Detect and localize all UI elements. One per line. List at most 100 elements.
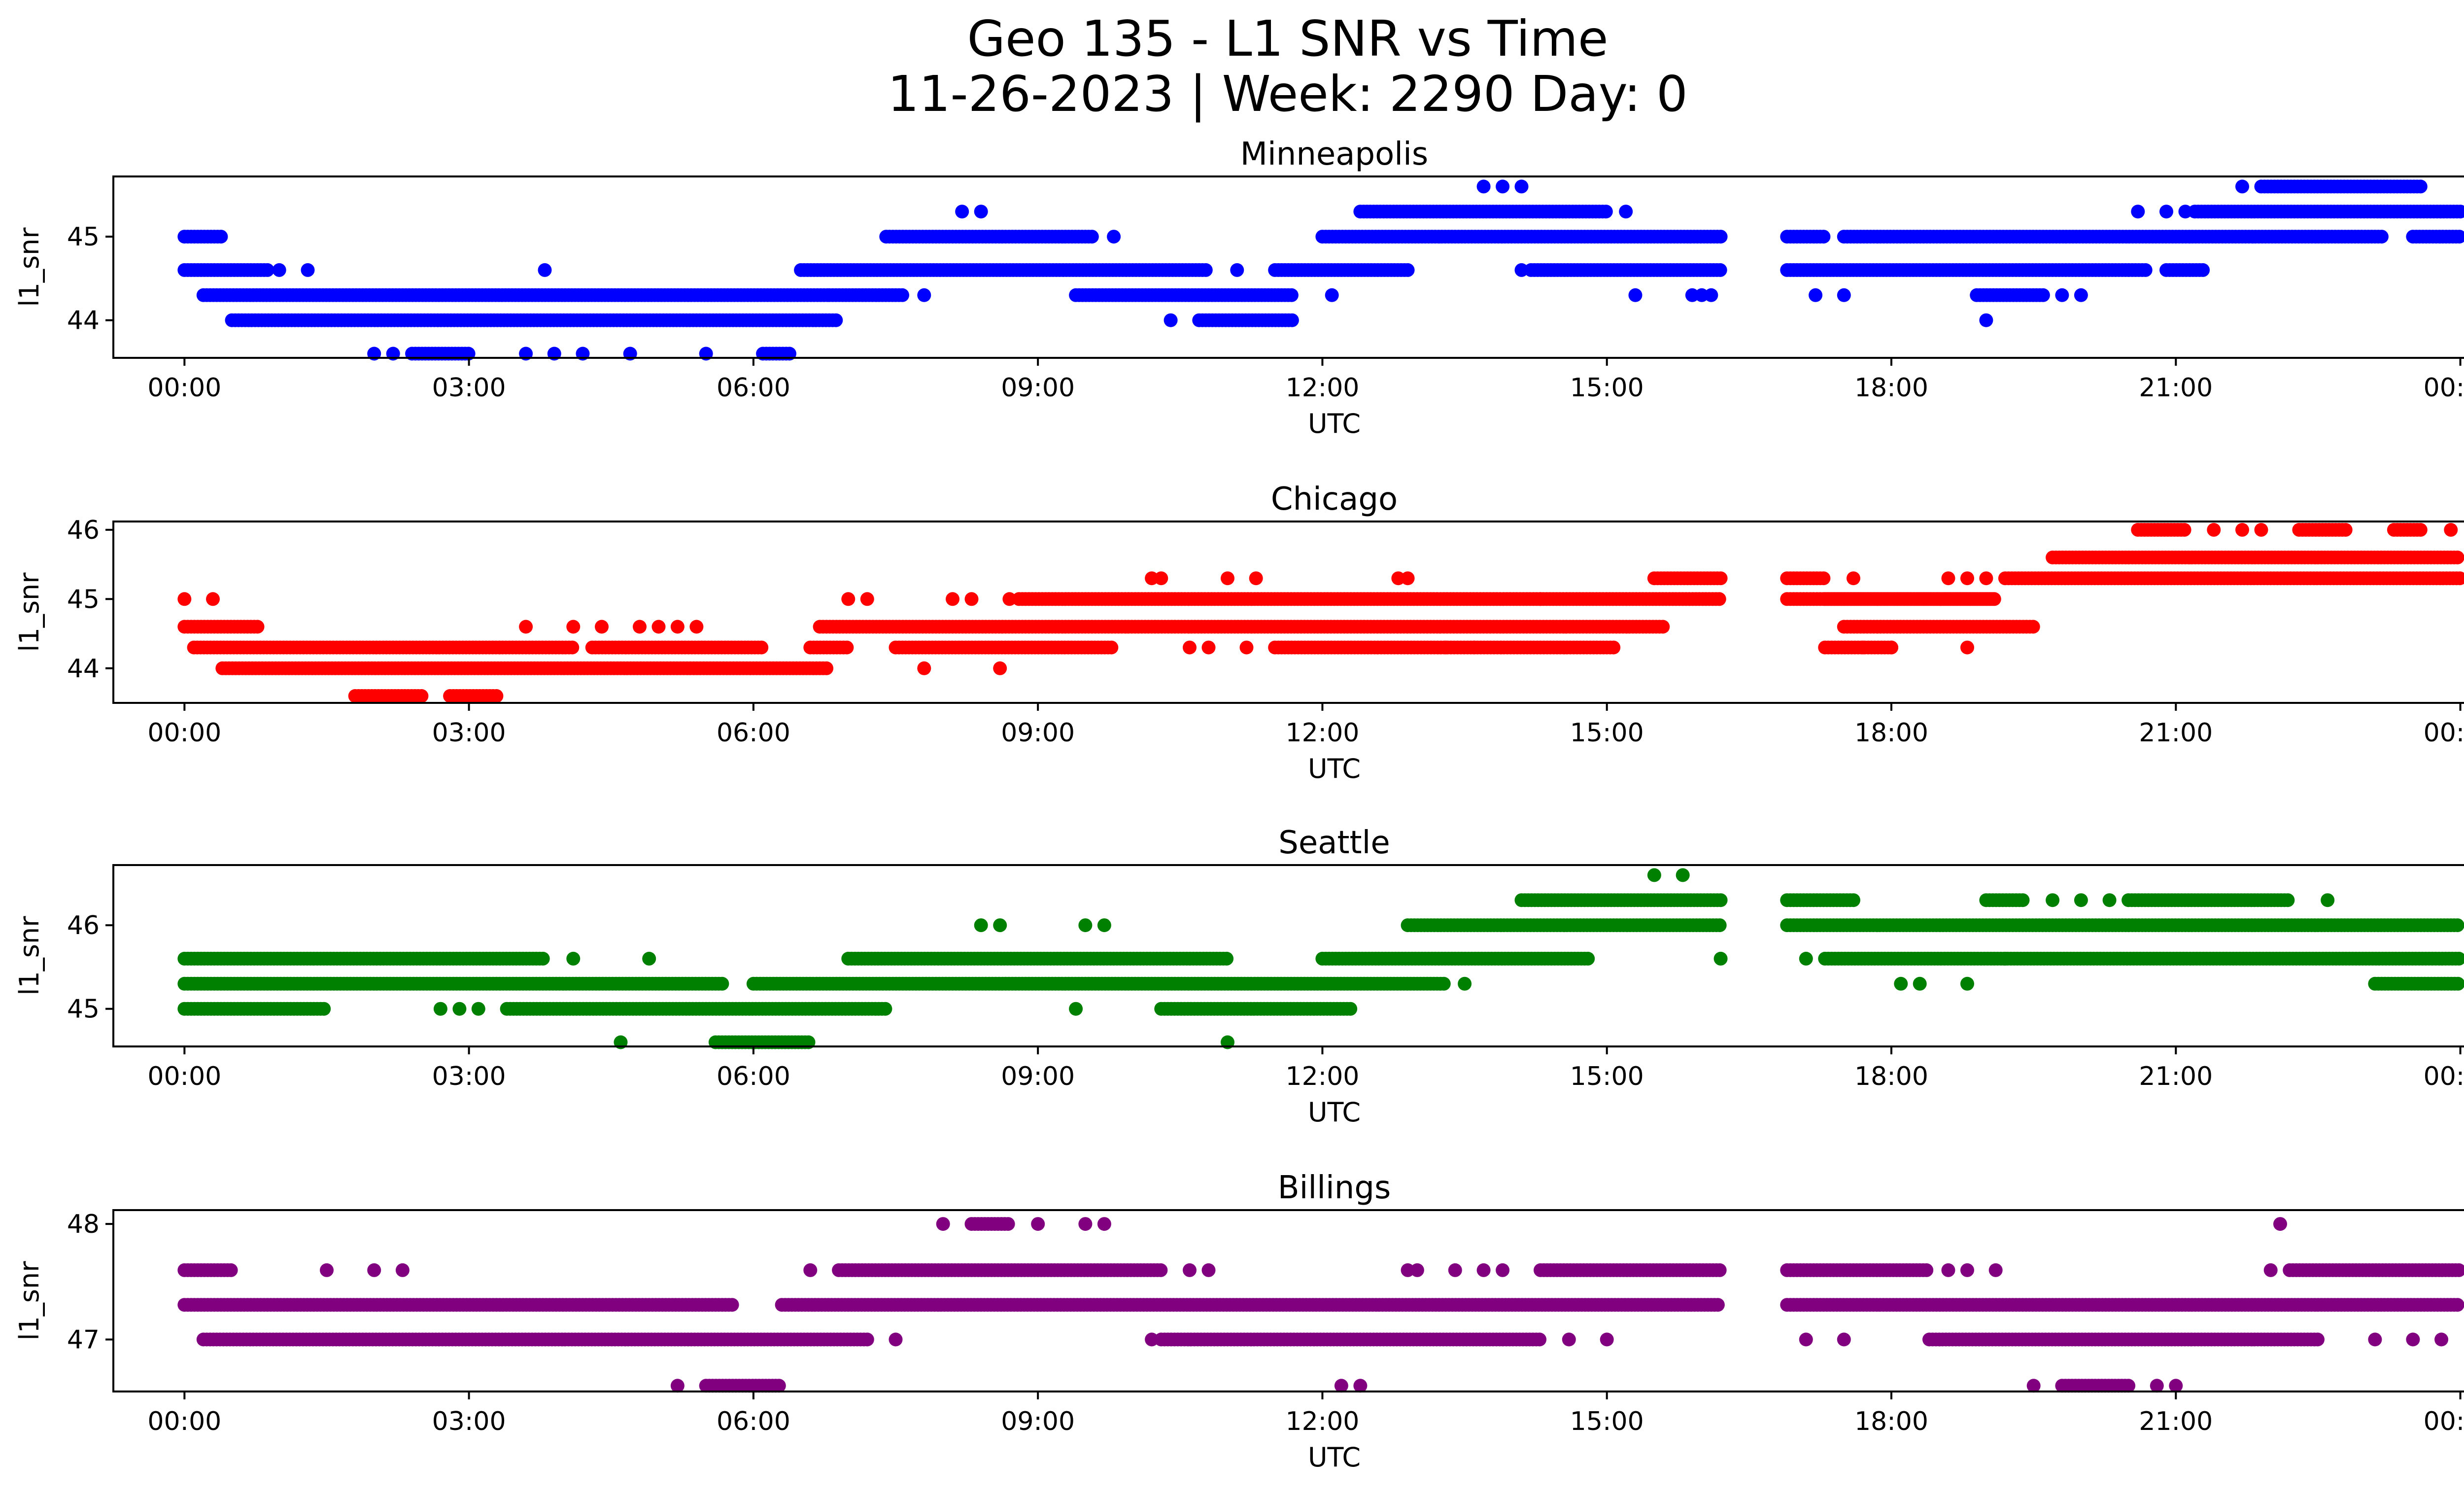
data-point (2196, 263, 2210, 277)
data-point (1437, 976, 1451, 991)
data-point (1097, 1217, 1111, 1231)
x-tick-label: 15:00 (1570, 1062, 1644, 1091)
data-point (1712, 918, 1727, 933)
data-point (1894, 976, 1908, 991)
data-point (917, 661, 931, 675)
data-point (829, 313, 843, 327)
x-axis-label: UTC (1308, 408, 1361, 439)
x-tick-label: 09:00 (1001, 718, 1075, 748)
data-point (2254, 522, 2268, 537)
x-tick-label: 12:00 (1286, 373, 1360, 403)
data-point (2055, 288, 2069, 302)
data-point (1987, 592, 2001, 606)
data-point (2046, 893, 2060, 907)
x-tick-label: 06:00 (717, 373, 790, 403)
data-point (1695, 288, 1709, 302)
data-point (1713, 230, 1728, 244)
x-axis-label: UTC (1308, 753, 1361, 784)
data-point (1085, 230, 1099, 244)
data-point (1960, 976, 1974, 991)
y-tick-label: 45 (67, 585, 100, 614)
data-point (2138, 263, 2153, 277)
data-point (1325, 288, 1339, 302)
subplot-title: Seattle (1278, 825, 1390, 861)
x-tick-label: 09:00 (1001, 1062, 1075, 1091)
x-tick-label: 18:00 (1854, 1062, 1928, 1091)
data-point (2374, 230, 2389, 244)
data-point (260, 263, 274, 277)
data-point (301, 263, 315, 277)
data-point (1713, 893, 1728, 907)
x-tick-label: 06:00 (717, 718, 790, 748)
x-tick-label: 21:00 (2139, 373, 2213, 403)
series-points (177, 179, 2464, 361)
data-point (974, 918, 988, 933)
data-point (1837, 288, 1851, 302)
x-axis-label: UTC (1308, 1097, 1361, 1128)
data-point (1816, 571, 1831, 586)
data-point (1002, 592, 1017, 606)
x-tick-label: 03:00 (432, 1062, 506, 1091)
data-point (1069, 1002, 1083, 1016)
x-tick-label: 12:00 (1286, 1062, 1360, 1091)
data-point (1847, 571, 1860, 586)
data-point (642, 951, 656, 966)
data-point (1607, 640, 1621, 655)
subplot-title: Billings (1278, 1170, 1391, 1206)
x-tick-label: 09:00 (1001, 373, 1075, 403)
data-point (689, 620, 704, 634)
data-point (1154, 571, 1168, 586)
data-point (1104, 640, 1119, 655)
data-point (1647, 868, 1661, 882)
data-point (2159, 205, 2173, 219)
data-point (1816, 230, 1831, 244)
x-tick-label: 12:00 (1286, 718, 1360, 748)
data-point (2074, 893, 2088, 907)
data-point (2074, 288, 2088, 302)
x-tick-label: 21:00 (2139, 1062, 2213, 1091)
data-point (2235, 179, 2249, 194)
x-tick-label: 18:00 (1854, 718, 1928, 748)
data-point (964, 592, 979, 606)
data-point (993, 918, 1007, 933)
data-point (1285, 313, 1299, 327)
x-tick-label: 00:00 (2424, 718, 2464, 748)
data-point (1856, 640, 1870, 655)
data-point (433, 1002, 447, 1016)
data-point (1198, 263, 1213, 277)
data-point (1534, 592, 1547, 606)
data-point (538, 263, 552, 277)
data-point (2207, 522, 2221, 537)
data-point (936, 1217, 950, 1231)
data-point (1183, 640, 1197, 655)
subplot-title: Minneapolis (1240, 136, 1428, 173)
data-point (2321, 893, 2335, 907)
x-tick-label: 00:00 (147, 373, 221, 403)
data-point (1799, 951, 1813, 966)
data-point (2452, 230, 2464, 244)
data-point (754, 640, 769, 655)
data-point (1249, 571, 1263, 586)
data-point (206, 592, 220, 606)
data-point (272, 263, 286, 277)
data-point (2016, 893, 2030, 907)
data-point (2450, 551, 2464, 564)
data-point (1685, 288, 1699, 302)
data-point (1458, 976, 1472, 991)
data-point (1239, 640, 1254, 655)
x-tick-label: 06:00 (717, 1062, 790, 1091)
data-point (1979, 571, 1993, 586)
data-point (1809, 288, 1823, 302)
data-point (2177, 522, 2191, 537)
data-point (841, 592, 856, 606)
data-point (1230, 263, 1244, 277)
data-point (2453, 205, 2464, 219)
data-point (1097, 918, 1111, 933)
x-tick-label: 15:00 (1570, 718, 1644, 748)
data-point (2338, 522, 2353, 537)
data-point (1514, 179, 1529, 194)
x-tick-label: 00:00 (147, 718, 221, 748)
data-point (1884, 640, 1898, 655)
data-point (1628, 288, 1643, 302)
data-point (1979, 313, 1993, 327)
